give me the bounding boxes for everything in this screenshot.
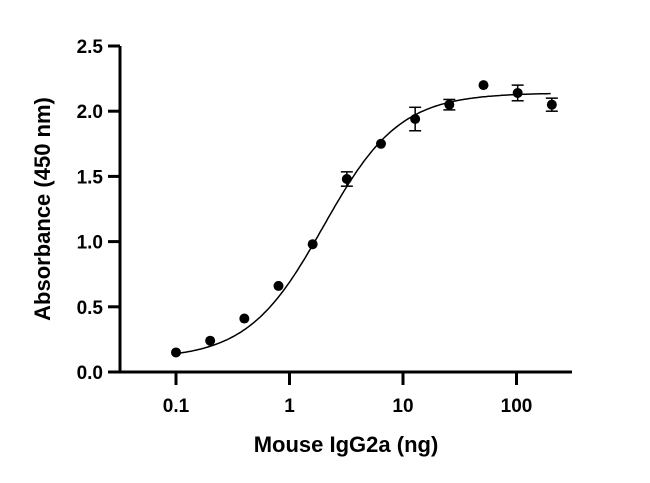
y-tick-label: 2.0 — [77, 102, 103, 123]
y-tick-label: 0.0 — [77, 363, 103, 384]
data-point — [444, 99, 455, 110]
x-tick-label: 1 — [284, 396, 295, 417]
data-point — [307, 239, 318, 250]
x-tick-label: 10 — [392, 396, 413, 417]
data-point — [410, 114, 421, 125]
data-point — [546, 99, 557, 110]
fit-curve — [175, 92, 551, 355]
data-point — [205, 335, 216, 346]
data-point — [273, 280, 284, 291]
y-tick-label: 1.5 — [77, 167, 104, 188]
y-tick-label: 0.5 — [77, 298, 104, 319]
x-axis-label: Mouse IgG2a (ng) — [254, 432, 439, 457]
data-point — [239, 313, 250, 324]
y-tick-label: 2.5 — [77, 37, 104, 58]
y-tick-label: 1.0 — [77, 233, 103, 254]
y-axis-label: Absorbance (450 nm) — [30, 97, 55, 321]
data-point — [171, 347, 181, 358]
data-point — [512, 87, 523, 98]
data-point — [478, 80, 489, 91]
data-point — [376, 138, 387, 149]
data-point — [341, 174, 352, 185]
x-tick-label: 100 — [501, 396, 533, 417]
x-tick-label: 0.1 — [163, 396, 190, 417]
